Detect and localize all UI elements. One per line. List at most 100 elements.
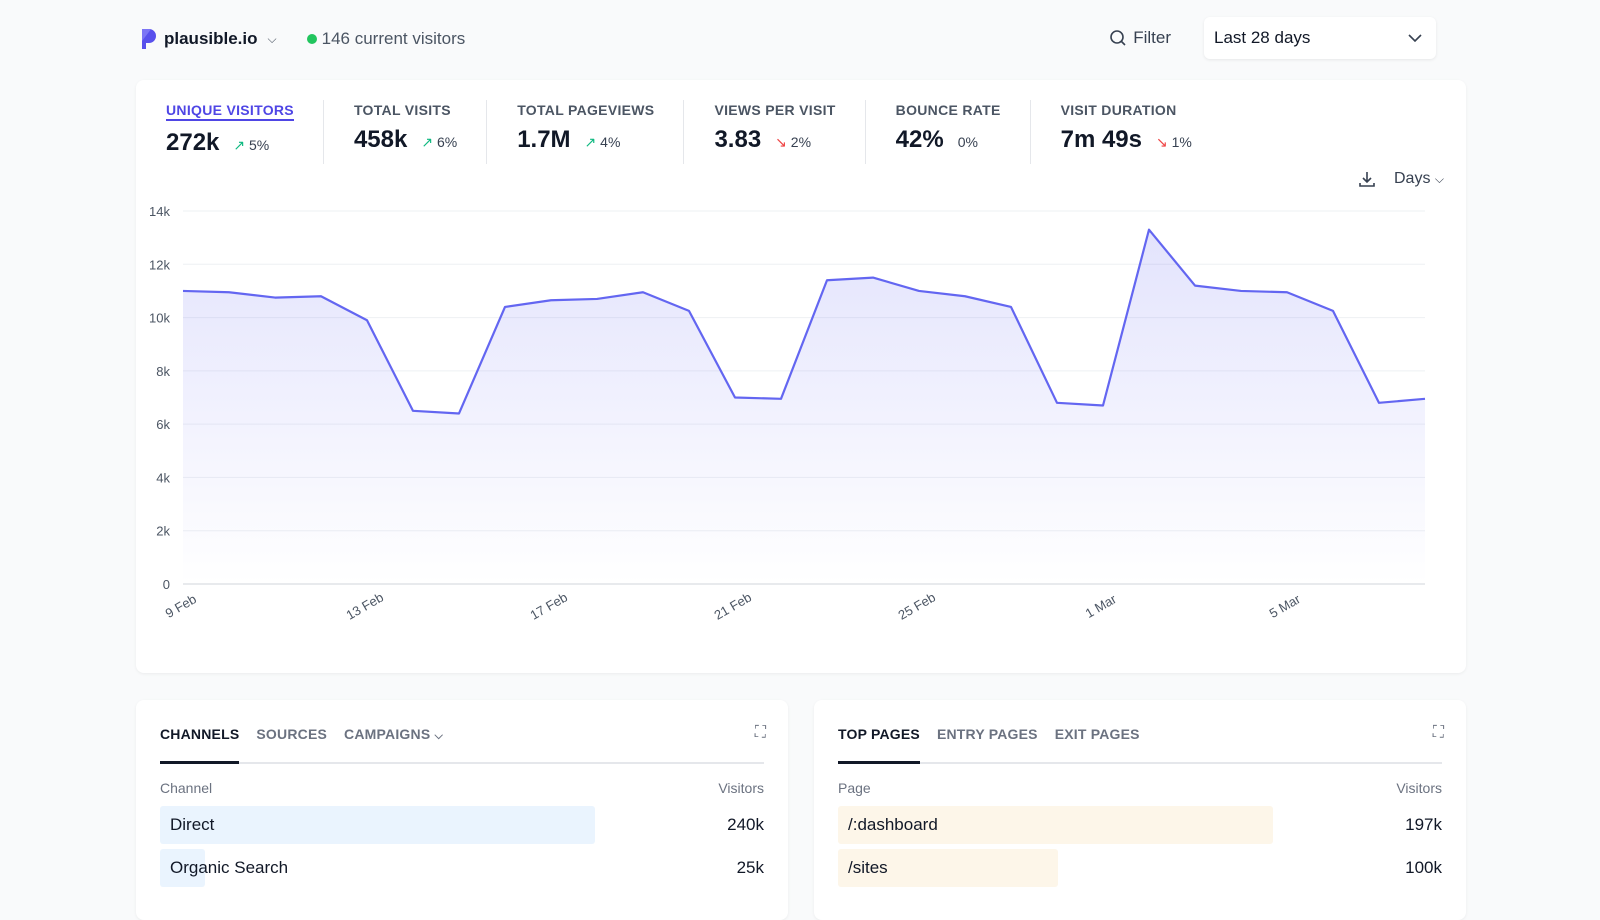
pages-panel: TOP PAGES ENTRY PAGES EXIT PAGES ⛶ Page V… xyxy=(814,700,1466,920)
expand-icon[interactable]: ⛶ xyxy=(754,724,766,741)
row-value: 197k xyxy=(1405,815,1442,834)
x-tick-label: 9 Feb xyxy=(163,591,199,621)
y-tick-label: 6k xyxy=(156,417,170,432)
period-select[interactable]: Last 28 days xyxy=(1204,17,1436,59)
series-line xyxy=(182,228,1426,415)
metric-change: 1% xyxy=(1171,134,1192,150)
row-label: /:dashboard xyxy=(848,815,938,834)
live-dot-icon xyxy=(306,34,317,44)
list-item[interactable]: /sites 100k xyxy=(838,849,1442,887)
row-label: Organic Search xyxy=(170,858,289,877)
x-tick-label: 1 Mar xyxy=(1083,591,1120,621)
metric-0[interactable]: UNIQUE VISITORS 272k ↗ 5% xyxy=(136,100,324,164)
metric-value: 1.7M xyxy=(517,126,571,153)
metric-4[interactable]: BOUNCE RATE 42% 0% xyxy=(866,100,1031,164)
metric-label: VISIT DURATION xyxy=(1060,102,1177,118)
channels-tabs: CHANNELS SOURCES CAMPAIGNS ⌵ xyxy=(160,724,764,764)
y-tick-label: 0 xyxy=(163,577,170,592)
column-header-visitors: Visitors xyxy=(1396,780,1442,796)
tab-sources[interactable]: SOURCES xyxy=(256,726,328,742)
list-item[interactable]: Organic Search 25k xyxy=(160,849,764,887)
table-header: Page Visitors xyxy=(838,780,1442,796)
interval-label: Days xyxy=(1393,170,1431,187)
y-tick-label: 10k xyxy=(149,311,170,326)
row-label: /sites xyxy=(848,858,888,877)
table-header: Channel Visitors xyxy=(160,780,764,796)
tab-channels[interactable]: CHANNELS xyxy=(160,724,240,764)
metric-label: TOTAL VISITS xyxy=(353,102,451,118)
current-visitors[interactable]: 146 current visitors xyxy=(321,29,466,48)
row-value: 25k xyxy=(736,858,764,877)
channels-panel: CHANNELS SOURCES CAMPAIGNS ⌵ ⛶ Channel Vi… xyxy=(136,700,788,920)
y-tick-label: 12k xyxy=(149,257,170,272)
series-area xyxy=(183,229,1425,584)
metric-value: 458k xyxy=(353,126,408,153)
interval-select[interactable]: Days ⌵ xyxy=(1394,170,1444,188)
metric-change: 4% xyxy=(600,134,621,150)
top-bar: plausible.io ⌵ 146 current visitors Filt… xyxy=(140,17,1436,59)
trend-up-icon: ↗ xyxy=(421,134,437,150)
trend-up-icon: ↗ xyxy=(584,134,601,150)
chart-controls: Days ⌵ xyxy=(1358,170,1444,188)
list-item[interactable]: /:dashboard 197k xyxy=(838,806,1442,844)
tab-top-pages[interactable]: TOP PAGES xyxy=(838,724,920,764)
column-header-channel: Channel xyxy=(160,780,213,796)
y-tick-label: 4k xyxy=(156,470,170,485)
metric-label: TOTAL PAGEVIEWS xyxy=(517,102,655,118)
metric-label: UNIQUE VISITORS xyxy=(166,102,294,121)
row-bar xyxy=(838,849,1059,887)
row-value: 240k xyxy=(727,815,764,834)
x-tick-label: 13 Feb xyxy=(343,589,386,622)
metric-2[interactable]: TOTAL PAGEVIEWS 1.7M ↗ 4% xyxy=(487,100,685,164)
tab-entry-pages[interactable]: ENTRY PAGES xyxy=(936,726,1038,742)
metric-5[interactable]: VISIT DURATION 7m 49s ↘ 1% xyxy=(1031,100,1221,164)
column-header-visitors: Visitors xyxy=(718,780,764,796)
row-value: 100k xyxy=(1405,858,1442,877)
period-label: Last 28 days xyxy=(1214,28,1311,47)
chevron-down-icon xyxy=(1408,34,1422,42)
x-tick-label: 25 Feb xyxy=(895,589,938,622)
plausible-logo-icon xyxy=(142,29,156,49)
chevron-down-icon: ⌵ xyxy=(434,730,443,742)
metric-change: 5% xyxy=(249,137,270,153)
metric-change: 6% xyxy=(436,134,458,150)
tab-campaigns[interactable]: CAMPAIGNS ⌵ xyxy=(344,724,443,764)
trend-up-icon: ↗ xyxy=(233,137,250,153)
row-bar xyxy=(160,806,595,844)
tab-campaigns-label: CAMPAIGNS xyxy=(344,726,431,742)
y-tick-label: 14k xyxy=(149,204,170,219)
x-tick-label: 21 Feb xyxy=(711,589,754,622)
column-header-page: Page xyxy=(838,780,871,796)
metric-value: 7m 49s xyxy=(1060,126,1142,153)
y-tick-label: 8k xyxy=(156,364,170,379)
metric-value: 42% xyxy=(895,126,944,153)
metric-value: 3.83 xyxy=(714,126,762,153)
site-switcher[interactable]: plausible.io xyxy=(164,29,258,48)
tab-exit-pages[interactable]: EXIT PAGES xyxy=(1054,726,1140,742)
metric-change: 2% xyxy=(790,134,812,150)
filter-label: Filter xyxy=(1133,28,1171,47)
download-icon[interactable] xyxy=(1358,170,1376,188)
search-icon xyxy=(1110,30,1126,46)
row-bar xyxy=(160,849,206,887)
row-label: Direct xyxy=(170,815,215,834)
trend-down-icon: ↘ xyxy=(775,134,791,150)
main-graph-card: UNIQUE VISITORS 272k ↗ 5% TOTAL VISITS 4… xyxy=(136,80,1466,673)
x-tick-label: 17 Feb xyxy=(527,589,570,622)
metric-3[interactable]: VIEWS PER VISIT 3.83 ↘ 2% xyxy=(684,100,866,164)
metric-1[interactable]: TOTAL VISITS 458k ↗ 6% xyxy=(324,100,488,164)
pages-tabs: TOP PAGES ENTRY PAGES EXIT PAGES xyxy=(838,724,1442,764)
list-item[interactable]: Direct 240k xyxy=(160,806,764,844)
metric-value: 272k xyxy=(166,129,220,156)
y-tick-label: 2k xyxy=(156,524,170,539)
filter-button[interactable]: Filter xyxy=(1109,28,1171,48)
metric-label: BOUNCE RATE xyxy=(895,102,1001,118)
chevron-down-icon: ⌵ xyxy=(1434,172,1444,186)
trend-down-icon: ↘ xyxy=(1156,134,1172,150)
x-tick-label: 5 Mar xyxy=(1267,591,1304,621)
metrics-row: UNIQUE VISITORS 272k ↗ 5% TOTAL VISITS 4… xyxy=(136,100,1221,164)
metric-change: 0% xyxy=(957,134,978,150)
expand-icon[interactable]: ⛶ xyxy=(1432,724,1444,741)
chevron-down-icon[interactable]: ⌵ xyxy=(267,31,277,46)
visitors-chart[interactable]: 0 2k 4k 6k 8k 10k 12k 14k 9 Feb 13 Feb 17 Feb 21 Fe… xyxy=(136,80,1466,673)
